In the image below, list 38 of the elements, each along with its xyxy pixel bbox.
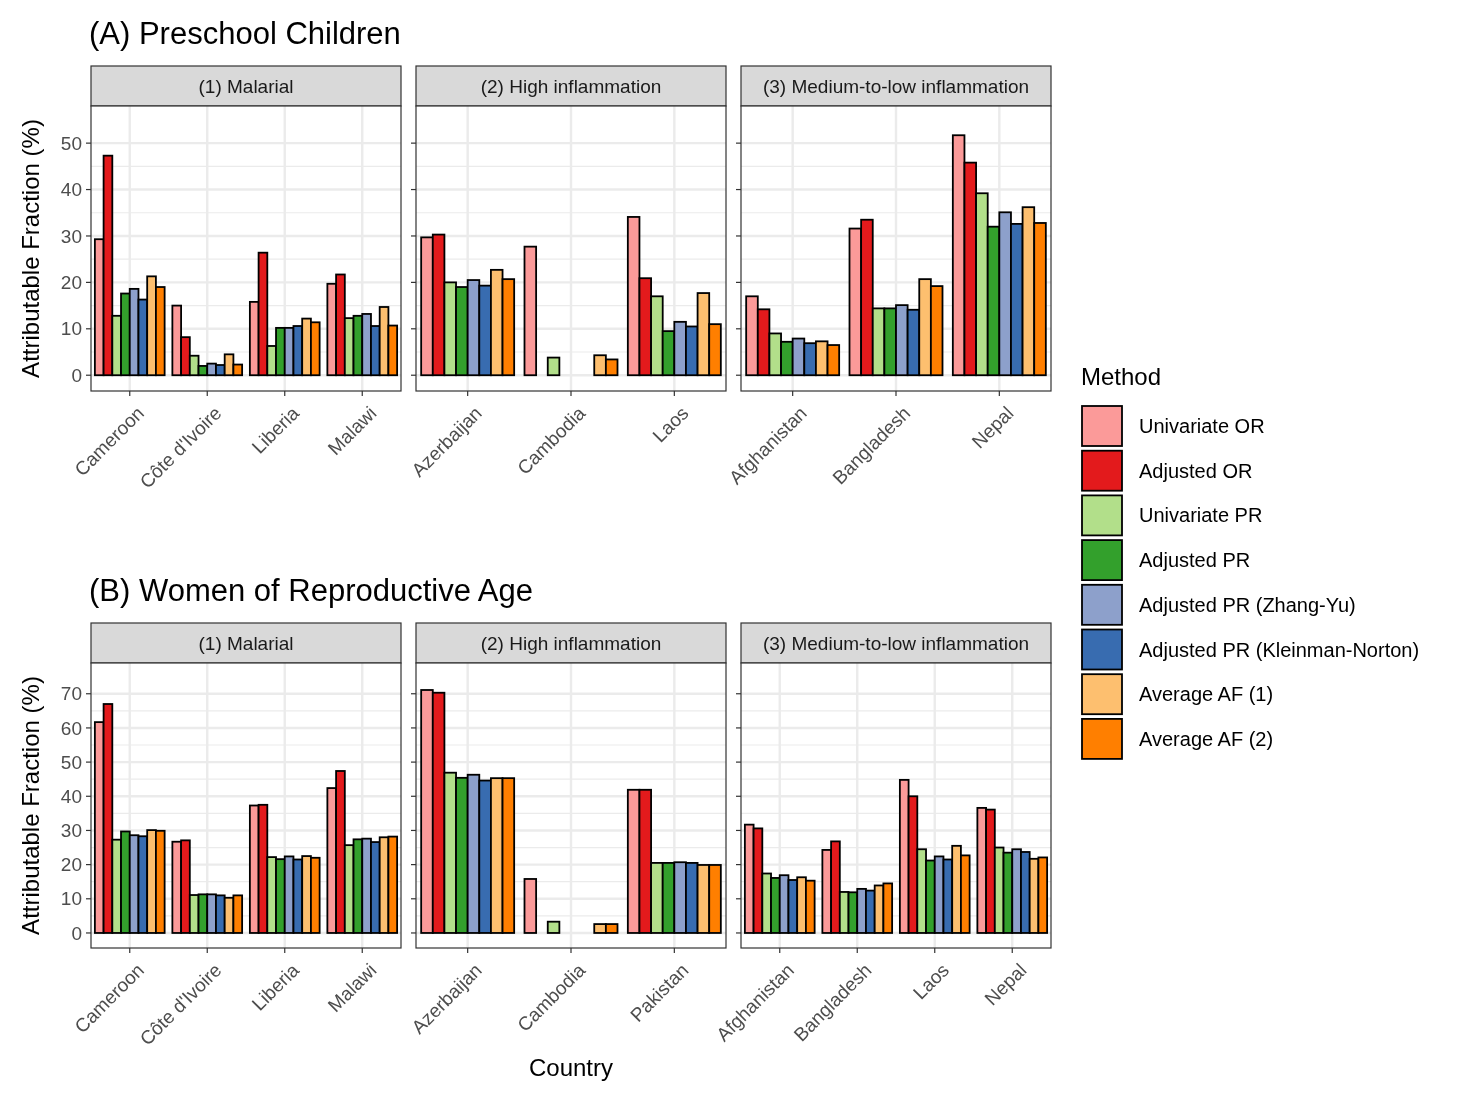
chart-title: (1) Malarial bbox=[198, 76, 294, 97]
chart-title: (2) High inflammation bbox=[480, 633, 662, 654]
y-tick-label: 20 bbox=[60, 272, 82, 294]
chart-title: (3) Medium-to-low inflammation bbox=[762, 76, 1030, 97]
y-tick-label: 10 bbox=[60, 888, 82, 910]
y-tick-label: 20 bbox=[60, 854, 82, 876]
legend-label: Adjusted OR bbox=[1139, 459, 1253, 482]
y-axis-title: Attributable Fraction (%) bbox=[17, 119, 44, 378]
y-tick-label: 30 bbox=[60, 820, 82, 842]
y-tick-label: 70 bbox=[60, 683, 82, 705]
y-tick-label: 0 bbox=[71, 364, 82, 386]
x-axis-title: Country bbox=[528, 1054, 614, 1081]
chart-title: (1) Malarial bbox=[198, 633, 294, 654]
text: (B) Women of Reproductive Age bbox=[89, 573, 533, 608]
bar bbox=[523, 878, 538, 934]
y-tick-label: 50 bbox=[60, 751, 82, 773]
y-tick-label: 60 bbox=[60, 717, 82, 739]
bar bbox=[546, 920, 561, 934]
y-axis-title: Attributable Fraction (%) bbox=[17, 676, 44, 935]
y-tick-label: 0 bbox=[71, 922, 82, 944]
legend-label: Average AF (2) bbox=[1139, 727, 1274, 750]
bar bbox=[546, 356, 561, 377]
legend-title: Method bbox=[1081, 363, 1162, 390]
y-tick-label: 40 bbox=[60, 179, 82, 201]
chart-title: (2) High inflammation bbox=[480, 76, 662, 97]
legend-label: Univariate PR bbox=[1139, 504, 1263, 527]
chart-title: (3) Medium-to-low inflammation bbox=[762, 633, 1030, 654]
y-tick-label: 50 bbox=[60, 132, 82, 154]
y-tick-label: 40 bbox=[60, 785, 82, 807]
bar bbox=[523, 245, 538, 377]
legend-label: Adjusted PR (Zhang-Yu) bbox=[1139, 593, 1356, 616]
legend-label: Univariate OR bbox=[1139, 415, 1265, 437]
legend-label: Average AF (1) bbox=[1139, 683, 1274, 706]
y-tick-label: 30 bbox=[60, 225, 82, 247]
text: (A) Preschool Children bbox=[89, 16, 401, 51]
legend-label: Adjusted PR bbox=[1139, 549, 1251, 572]
y-tick-label: 10 bbox=[60, 318, 82, 340]
legend-label: Adjusted PR (Kleinman-Norton) bbox=[1139, 638, 1420, 661]
